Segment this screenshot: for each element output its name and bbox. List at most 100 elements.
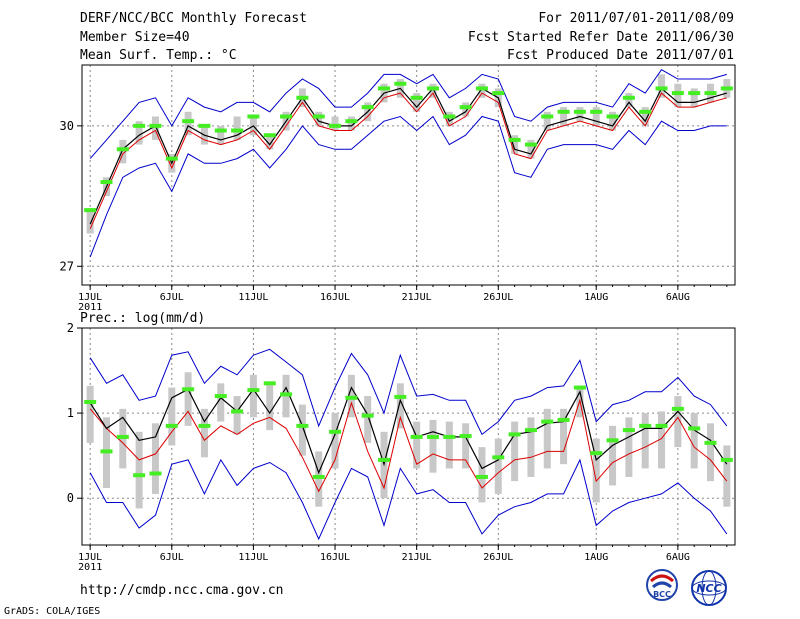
- prec-spread-box: [511, 421, 519, 482]
- temp-median-marker: [557, 109, 570, 114]
- prec-spread-box: [478, 447, 486, 503]
- temp-spread-box: [478, 83, 486, 98]
- prec-plot-frame: [81, 327, 736, 546]
- prec-x-tick-label: 16JUL: [320, 552, 350, 563]
- prec-median-marker: [492, 455, 505, 460]
- temp-median-marker: [247, 114, 260, 119]
- prec-median-marker: [329, 429, 342, 434]
- temp-median-marker: [671, 91, 684, 96]
- temp-median-marker: [378, 86, 391, 91]
- temp-spread-box: [462, 102, 470, 117]
- prec-median-marker: [182, 387, 195, 392]
- temp-spread-box: [641, 107, 649, 126]
- prec-spread-box: [429, 419, 437, 473]
- temp-median-marker: [263, 133, 276, 138]
- prec-spread-box: [413, 421, 421, 469]
- prec-x-year-label: 2011: [78, 562, 102, 573]
- prec-median-marker: [443, 434, 456, 439]
- prec-spread-box: [233, 396, 241, 435]
- prec-spread-box: [151, 423, 159, 494]
- prec-spread-box: [168, 387, 176, 446]
- temp-spread-box: [331, 116, 339, 131]
- prec-spread-box: [625, 417, 633, 477]
- source-url[interactable]: http://cmdp.ncc.cma.gov.cn: [80, 583, 284, 598]
- temp-spread-box: [429, 83, 437, 98]
- prec-series-ensemble-mean: [89, 386, 728, 475]
- prec-median-marker: [214, 394, 227, 399]
- temp-median-marker: [426, 86, 439, 91]
- prec-median-marker: [165, 423, 178, 428]
- prec-spread-box: [217, 383, 225, 422]
- temp-median-marker: [606, 114, 619, 119]
- temp-spread-box: [184, 111, 192, 136]
- prec-spread-box: [86, 385, 94, 443]
- prec-spread-box: [690, 413, 698, 469]
- temp-spread-box: [445, 111, 453, 126]
- prec-median-marker: [541, 419, 554, 424]
- prec-median-marker: [345, 395, 358, 400]
- temp-spread-box: [527, 139, 535, 159]
- temp-spread-box: [119, 139, 127, 164]
- temp-spread-box: [315, 111, 323, 126]
- prec-spread-box: [266, 383, 274, 431]
- temp-median-marker: [590, 109, 603, 114]
- prec-spread-box: [543, 408, 551, 469]
- temp-median-marker: [394, 81, 407, 86]
- prec-spread-box: [494, 438, 502, 494]
- temp-spread-box: [233, 116, 241, 140]
- prec-spread-box: [298, 404, 306, 456]
- temp-median-marker: [720, 86, 733, 91]
- temp-median-marker: [133, 123, 146, 128]
- prec-median-marker: [84, 400, 97, 405]
- prec-median-marker: [688, 426, 701, 431]
- temp-median-marker: [508, 137, 521, 142]
- temp-spread-box: [560, 107, 568, 126]
- member-size: Member Size=40: [80, 30, 190, 45]
- prec-median-marker: [361, 413, 374, 418]
- temp-spread-box: [625, 93, 633, 108]
- prec-spread-box: [184, 372, 192, 426]
- temp-median-marker: [639, 109, 652, 114]
- prec-spread-box: [445, 421, 453, 469]
- temp-plot-frame: [81, 64, 736, 286]
- temp-median-marker: [312, 114, 325, 119]
- temp-median-marker: [100, 180, 113, 185]
- prec-series-red-line: [89, 398, 728, 493]
- prec-spread-box: [592, 438, 600, 503]
- prec-spread-box: [249, 374, 257, 418]
- temp-median-marker: [688, 91, 701, 96]
- temp-spread-box: [217, 125, 225, 145]
- temp-x-tick-label: 11JUL: [238, 292, 268, 303]
- bcc-logo: BCC: [646, 569, 678, 601]
- ncc-logo-text: NCC: [696, 582, 721, 595]
- prec-spread-box: [641, 413, 649, 469]
- temp-median-marker: [492, 91, 505, 96]
- temp-median-marker: [116, 147, 129, 152]
- temp-spread-box: [674, 83, 682, 108]
- grads-credit: GrADS: COLA/IGES: [4, 606, 101, 617]
- temp-spread-box: [592, 107, 600, 126]
- prec-median-marker: [198, 423, 211, 428]
- prec-y-tick-label: 2: [67, 321, 74, 335]
- prec-median-marker: [247, 388, 260, 393]
- prec-spread-box: [560, 408, 568, 465]
- temp-median-marker: [198, 123, 211, 128]
- prec-spread-box: [315, 451, 323, 507]
- prec-x-tick-label: 1AUG: [584, 552, 608, 563]
- prec-median-marker: [622, 428, 635, 433]
- temp-spread-box: [347, 116, 355, 131]
- prec-median-marker: [606, 438, 619, 443]
- prec-median-marker: [459, 434, 472, 439]
- temp-median-marker: [182, 119, 195, 124]
- prec-median-marker: [394, 394, 407, 399]
- forecast-produced-date: Fcst Produced Date 2011/07/01: [507, 48, 734, 63]
- temp-median-marker: [296, 95, 309, 100]
- temp-median-marker: [231, 128, 244, 133]
- prec-y-tick-label: 0: [67, 491, 74, 505]
- prec-median-marker: [426, 434, 439, 439]
- temp-y-tick-label: 27: [60, 259, 74, 273]
- prec-x-tick-label: 6AUG: [666, 552, 690, 563]
- temp-x-tick-label: 26JUL: [483, 292, 513, 303]
- prec-median-marker: [720, 457, 733, 462]
- prec-x-tick-label: 11JUL: [238, 552, 268, 563]
